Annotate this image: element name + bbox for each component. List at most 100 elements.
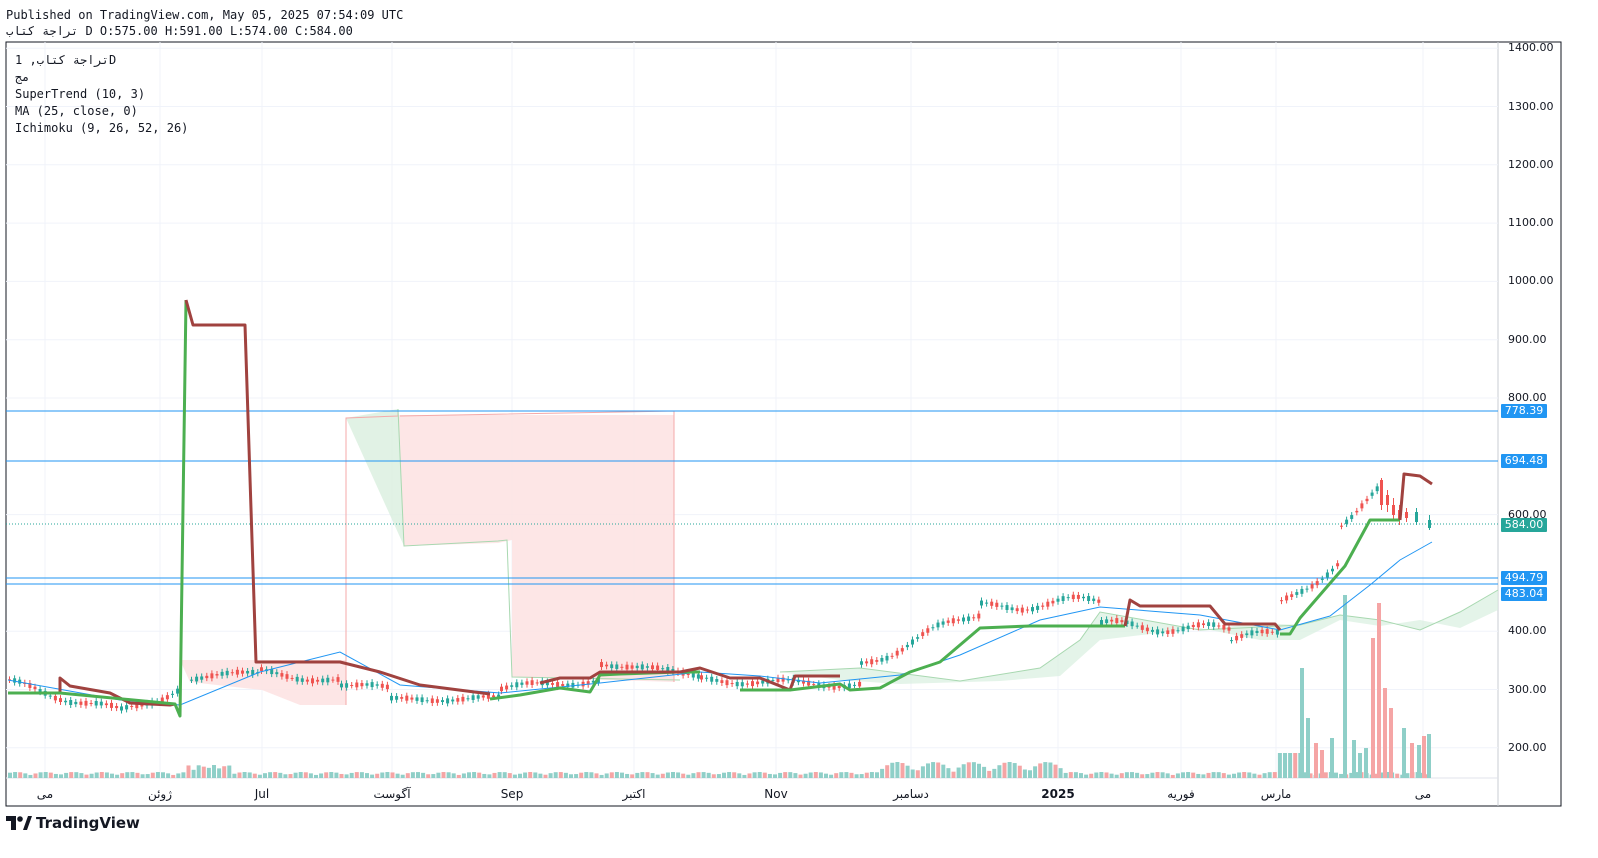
volume-bar: [1288, 753, 1293, 778]
volume-bar: [1395, 773, 1400, 778]
candle-body: [656, 665, 660, 670]
volume-bar: [482, 773, 487, 778]
candle-body: [1120, 620, 1124, 623]
volume-bar: [410, 772, 415, 778]
volume-bar: [645, 772, 650, 778]
volume-bar: [936, 762, 941, 778]
volume-bar: [1242, 772, 1247, 778]
candle-body: [1087, 596, 1091, 602]
volume-bar: [1191, 772, 1196, 778]
volume-bar: [1252, 773, 1257, 778]
legend-title[interactable]: تراجة كتاب, 1D: [15, 53, 117, 67]
candle-body: [235, 669, 239, 675]
candle-body: [165, 695, 169, 700]
volume-bar: [446, 772, 451, 778]
volume-bar: [961, 764, 966, 778]
candle-body: [241, 670, 244, 674]
volume-bar: [890, 762, 895, 778]
volume-bar: [359, 772, 364, 778]
volume-bar: [1150, 772, 1155, 778]
candle-body: [251, 669, 255, 675]
volume-bar: [579, 772, 584, 778]
candle-body: [1392, 505, 1395, 515]
candle-body: [691, 673, 695, 678]
candle-body: [740, 682, 744, 687]
tradingview-logo-icon: [6, 816, 32, 830]
price-tick: 1300.00: [1508, 99, 1554, 113]
volume-bar: [558, 772, 563, 778]
volume-bar: [1186, 772, 1191, 778]
candle-body: [1370, 492, 1374, 496]
candle-body: [205, 675, 209, 679]
legend-ichimoku[interactable]: Ichimoku (9, 26, 52, 26): [15, 121, 189, 135]
volume-bar: [1063, 772, 1068, 778]
price-label: 483.04: [1501, 587, 1547, 601]
candle-body: [875, 660, 879, 662]
volume-bar: [1354, 772, 1359, 778]
volume-bar: [161, 772, 165, 778]
volume-bar: [1343, 595, 1347, 778]
volume-bar: [543, 774, 548, 778]
volume-bar: [747, 773, 752, 778]
candles: [8, 478, 1431, 714]
volume-bar: [926, 763, 930, 778]
volume-bar: [676, 772, 681, 778]
volume-bar: [665, 772, 670, 778]
candle-body: [1428, 520, 1431, 528]
volume-bar: [788, 772, 793, 778]
candle-body: [1071, 594, 1075, 600]
legend-supertrend[interactable]: SuperTrend (10, 3): [15, 87, 146, 101]
candle-body: [705, 677, 709, 679]
candle-body: [880, 657, 884, 662]
volume-bar: [992, 768, 997, 778]
volume-bar: [8, 772, 12, 778]
candle-body: [1031, 607, 1034, 612]
volume-bar: [1206, 772, 1211, 778]
time-tick: Nov: [764, 787, 788, 801]
volume-bar: [283, 774, 288, 778]
candle-body: [776, 677, 780, 683]
volume-bar: [1389, 708, 1393, 778]
candle-body: [802, 680, 805, 684]
volume-bar: [1267, 772, 1272, 778]
volume-bar: [538, 773, 543, 778]
cloud-red-area: [180, 415, 674, 705]
volume-bar: [931, 762, 936, 778]
candle-body: [1010, 607, 1014, 611]
volume-bar: [405, 773, 410, 778]
volume-bar: [502, 772, 507, 778]
volume-bar: [553, 772, 558, 778]
volume-bar: [69, 772, 74, 778]
candle-body: [1115, 618, 1119, 624]
volume-bar: [716, 774, 721, 778]
time-tick: مى: [36, 787, 54, 801]
candle-body: [1235, 635, 1239, 641]
volume-bar: [94, 772, 99, 778]
volume-bar: [1033, 766, 1038, 778]
candle-body: [331, 679, 335, 681]
candle-body: [321, 678, 325, 683]
candle-body: [1350, 515, 1354, 519]
candle-body: [390, 695, 393, 701]
volume-bar: [1371, 638, 1375, 778]
volume-bar: [997, 765, 1002, 778]
candle-body: [360, 683, 364, 687]
volume-bar: [1364, 748, 1368, 778]
candle-body: [615, 664, 619, 669]
volume-bar: [609, 772, 614, 778]
candle-body: [941, 621, 945, 625]
volume-bar: [217, 768, 222, 778]
volume-bar: [456, 774, 461, 778]
legend-volume[interactable]: مج: [15, 70, 30, 84]
volume-bar: [533, 772, 538, 778]
candle-body: [905, 644, 909, 648]
tradingview-brand[interactable]: TradingView: [6, 814, 140, 832]
volume-bar: [900, 763, 905, 778]
legend-ma[interactable]: MA (25, close, 0): [15, 104, 138, 118]
candle-body: [1202, 623, 1205, 626]
volume-bar: [344, 774, 349, 778]
volume-bar: [905, 765, 910, 778]
volume-bar: [941, 764, 946, 778]
volume-bar: [614, 772, 619, 778]
